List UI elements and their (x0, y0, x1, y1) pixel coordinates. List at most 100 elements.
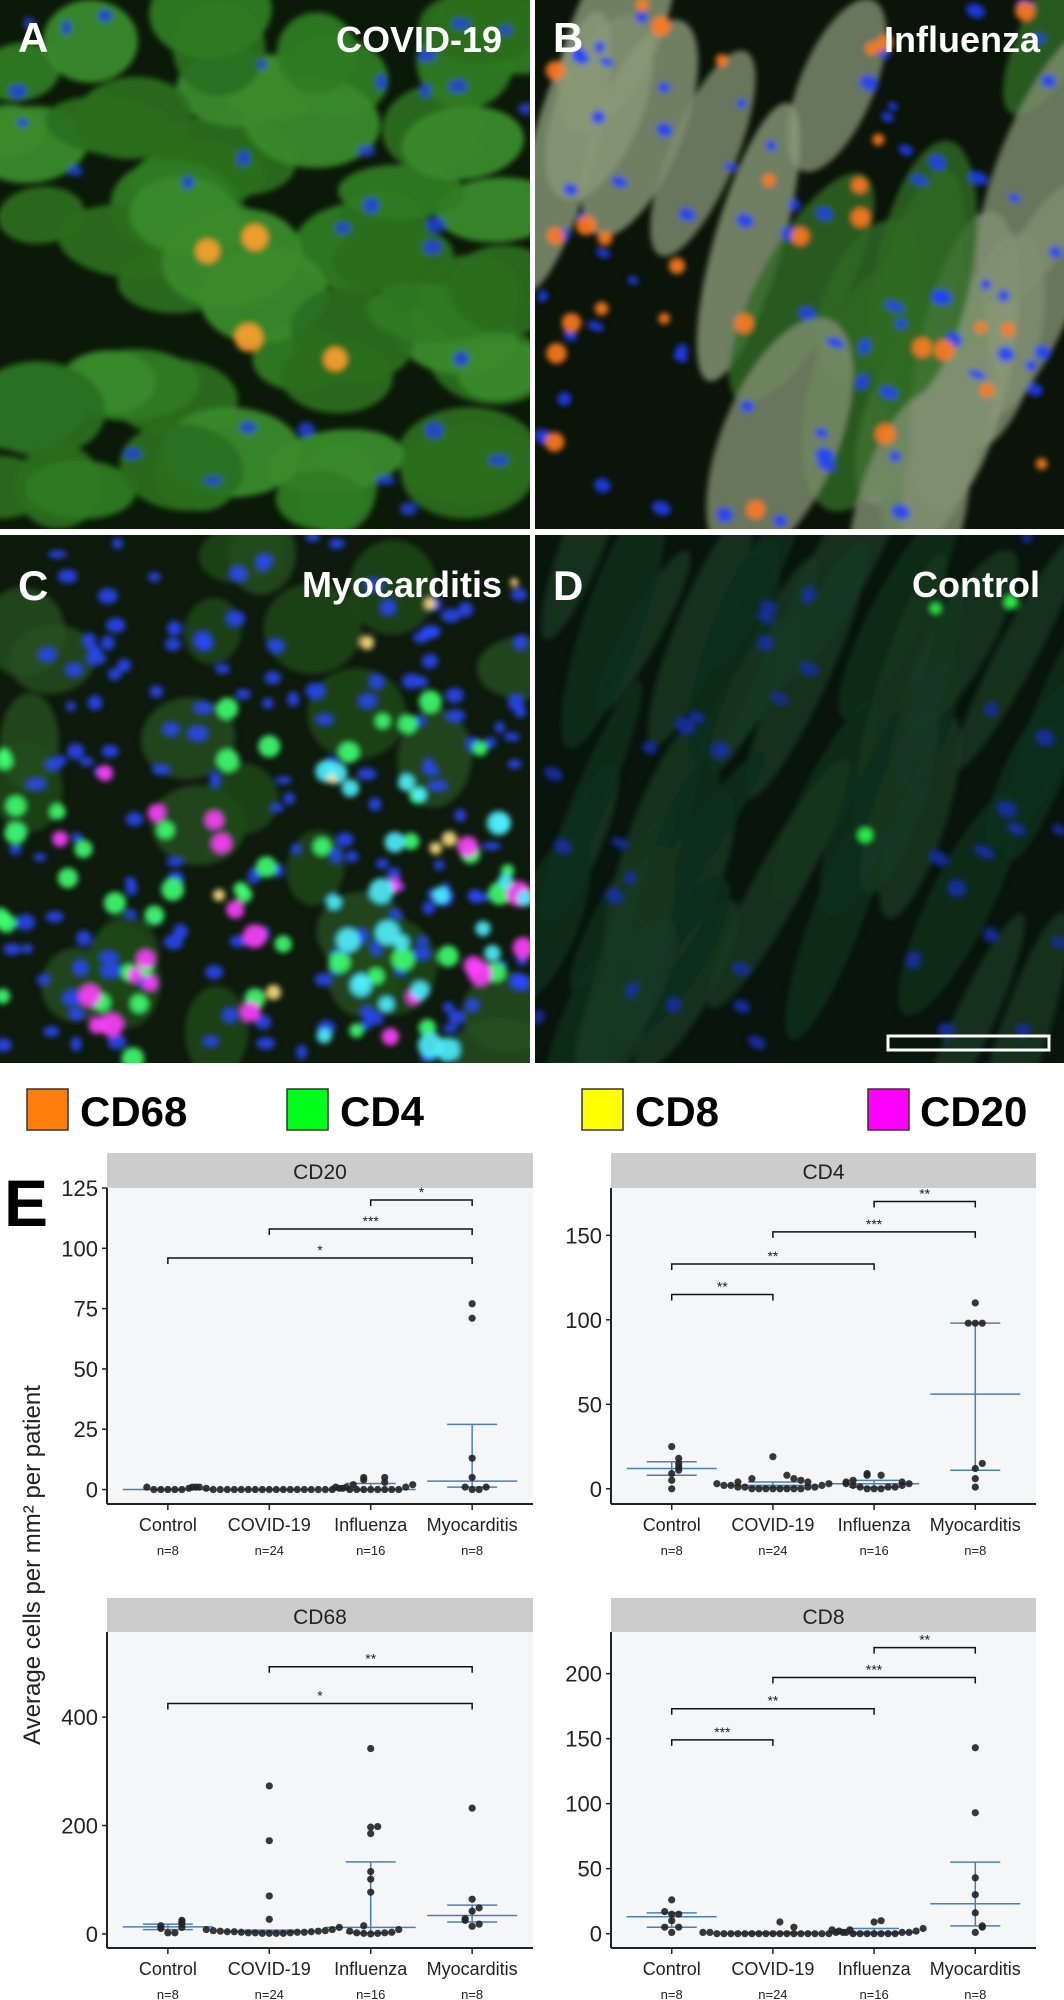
legend-label-cd4: CD4 (340, 1088, 425, 1135)
tissue-cell (476, 635, 530, 700)
tissue-cell (879, 716, 962, 919)
nucleus (563, 183, 578, 196)
data-point (661, 1907, 669, 1916)
tissue-cell (969, 911, 1064, 1063)
data-point (863, 1469, 871, 1478)
nucleus (510, 588, 527, 601)
data-point (762, 1485, 770, 1493)
nucleus (166, 857, 184, 867)
significance-label: *** (866, 1662, 883, 1678)
nucleus (122, 448, 142, 459)
nucleus (557, 392, 572, 406)
stained-cell (266, 984, 281, 1000)
significance-bracket (772, 1231, 977, 1238)
nucleus (271, 803, 284, 813)
data-point (216, 1485, 224, 1494)
nucleus (997, 801, 1016, 817)
stained-cell (398, 714, 418, 734)
data-point (884, 1483, 892, 1491)
data-point (346, 1485, 354, 1494)
data-point (727, 1930, 735, 1938)
stained-cell (635, 0, 649, 12)
n-label: n=24 (255, 1987, 284, 2000)
y-tick-label: 0 (590, 1477, 602, 1502)
data-point (769, 1453, 777, 1461)
data-point (293, 1928, 301, 1936)
nucleus (364, 579, 384, 591)
data-point (797, 1476, 805, 1484)
data-point (178, 1485, 186, 1494)
plot-area (107, 1632, 533, 1948)
tissue-cell (458, 340, 530, 401)
nucleus (390, 909, 402, 920)
nucleus (329, 538, 345, 549)
data-point (409, 1481, 417, 1489)
nucleus (297, 422, 315, 437)
data-point (905, 1480, 913, 1488)
nucleus (100, 635, 115, 651)
stained-cell (0, 752, 13, 770)
tissue-cell (149, 0, 272, 59)
plot-area (107, 1188, 533, 1504)
nucleus (975, 846, 994, 858)
tissue-cell (263, 582, 362, 674)
y-tick-label: 50 (578, 1392, 602, 1417)
stained-cell (402, 832, 420, 850)
nucleus (625, 872, 636, 883)
x-tick-label: Control (139, 1515, 197, 1535)
data-point (741, 1483, 749, 1491)
y-tick-label: 100 (565, 1792, 602, 1817)
nucleus (433, 860, 445, 871)
data-point (668, 1896, 676, 1904)
y-tick-label: 125 (61, 1176, 98, 1201)
stained-cell (354, 973, 369, 988)
nucleus (448, 1009, 465, 1026)
stained-cell (375, 713, 391, 729)
tissue-cell (897, 789, 1023, 1017)
nucleus (371, 941, 382, 955)
data-point (783, 1471, 791, 1479)
nucleus (858, 339, 871, 355)
nucleus (375, 73, 388, 90)
nucleus (747, 1035, 766, 1050)
data-point (971, 1809, 979, 1817)
nucleus (985, 703, 998, 716)
nucleus (758, 636, 773, 650)
significance-bracket (268, 1228, 473, 1236)
tissue-cell (575, 845, 675, 1063)
data-point (783, 1485, 791, 1493)
nucleus (305, 682, 325, 699)
nucleus (423, 759, 434, 774)
data-point (265, 1915, 273, 1923)
nucleus (57, 569, 78, 584)
data-point (978, 1319, 986, 1327)
nucleus (712, 742, 729, 758)
nucleus (101, 744, 119, 758)
nucleus (97, 588, 118, 604)
nucleus (67, 166, 83, 176)
nucleus (933, 289, 952, 306)
data-point (790, 1475, 798, 1483)
nucleus (117, 658, 132, 673)
y-tick-label: 100 (61, 1236, 98, 1261)
stained-cell (597, 230, 613, 246)
significance-bracket (369, 1199, 473, 1207)
n-label: n=8 (661, 1543, 683, 1558)
data-point (776, 1930, 784, 1938)
data-point (835, 1927, 843, 1935)
panel-title-a: COVID-19 (336, 19, 502, 60)
nucleus (826, 337, 845, 349)
data-point (367, 1823, 375, 1831)
data-point (202, 1484, 210, 1492)
data-point (971, 1483, 979, 1491)
stained-cell (121, 1047, 145, 1063)
data-point (230, 1485, 238, 1494)
tissue-cell (402, 106, 524, 181)
data-point (150, 1485, 158, 1494)
nucleus (283, 792, 295, 805)
data-point (286, 1485, 294, 1494)
nucleus (1048, 246, 1062, 259)
x-tick-label: Myocarditis (930, 1959, 1021, 1979)
data-point (461, 1915, 469, 1923)
